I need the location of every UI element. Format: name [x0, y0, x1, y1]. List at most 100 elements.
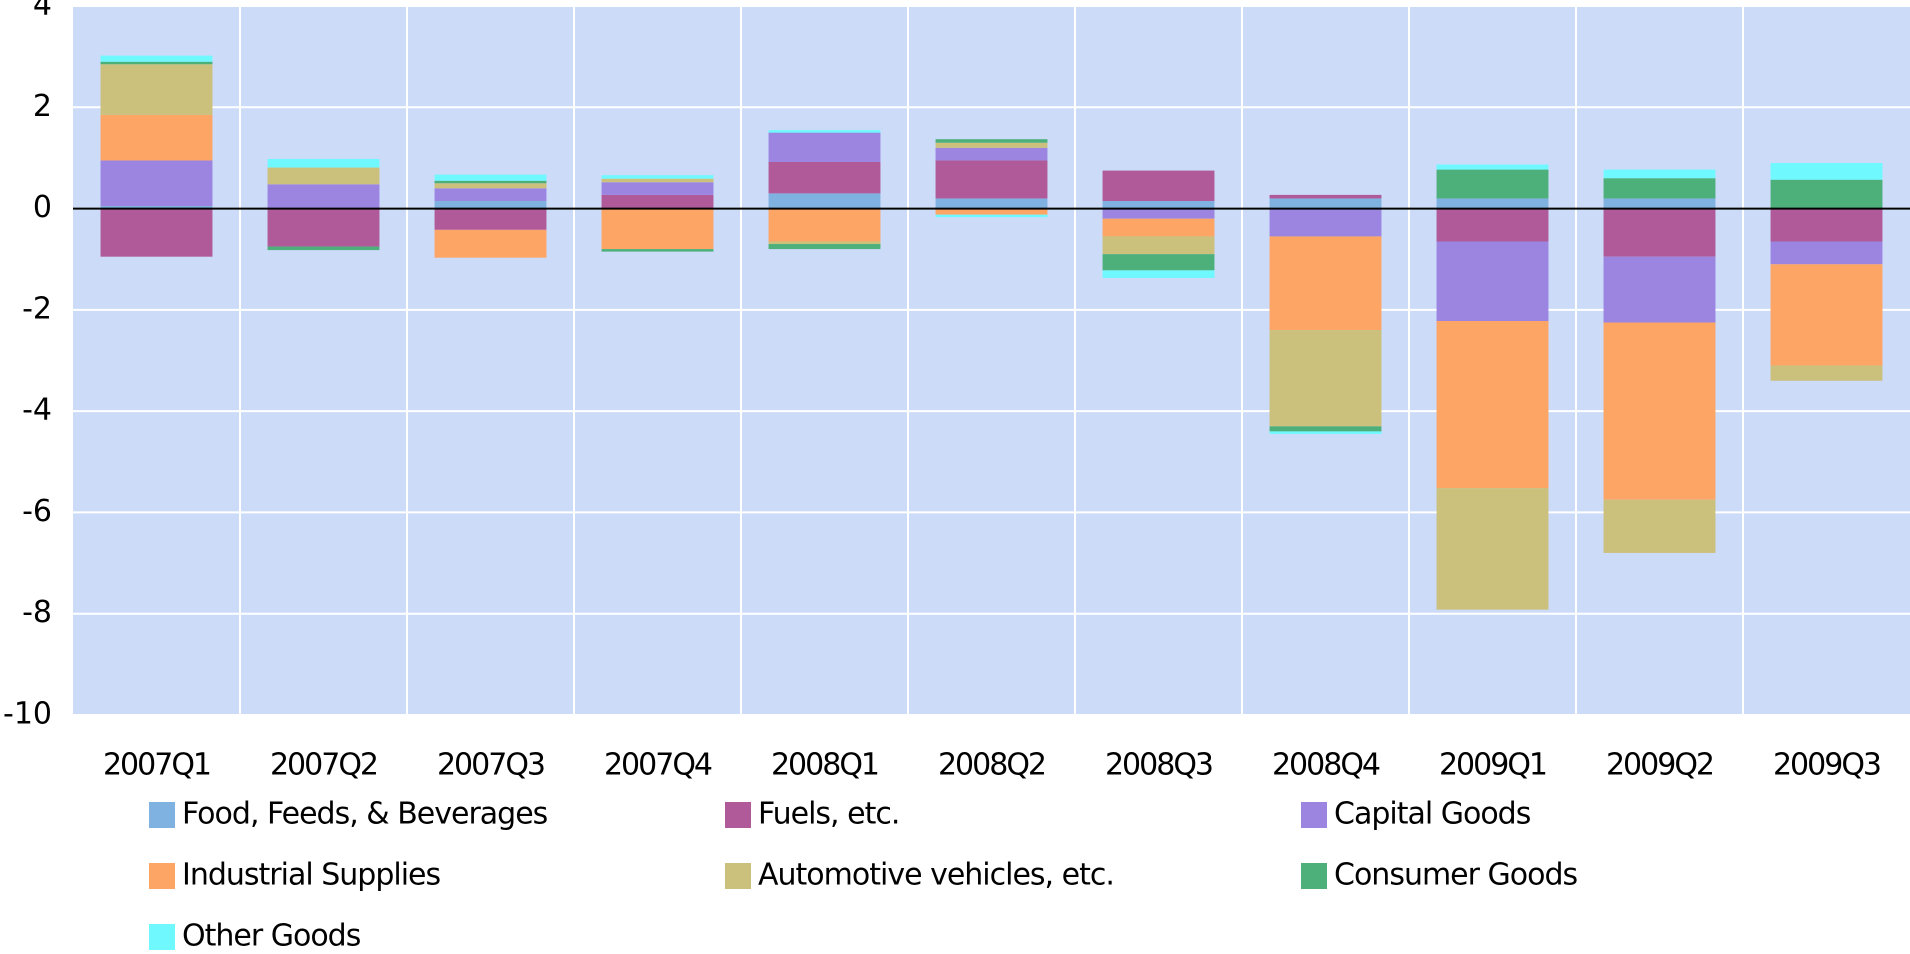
bar-segment: [434, 180, 547, 184]
bar-segment: [935, 147, 1048, 161]
bar-segment: [1436, 198, 1549, 209]
bar-segment: [100, 160, 213, 207]
bar-segment: [267, 184, 380, 209]
legend-label: Consumer Goods: [1334, 858, 1578, 893]
bar-segment: [1102, 254, 1215, 271]
bar-segment: [1102, 236, 1215, 255]
legend-label: Other Goods: [182, 919, 361, 954]
bar-segment: [935, 208, 1048, 215]
bar-segment: [1269, 236, 1382, 331]
y-tick-label: 4: [33, 0, 52, 23]
legend-swatch: [149, 863, 175, 889]
bar-segment: [768, 244, 881, 250]
legend-label: Capital Goods: [1334, 797, 1531, 832]
bar-segment: [1770, 208, 1883, 242]
bar-segment: [935, 139, 1048, 143]
bar-segment: [434, 200, 547, 209]
bar-segment: [1269, 194, 1382, 199]
bar-segment: [434, 208, 547, 230]
bar-segment: [100, 206, 213, 209]
bar-segment: [267, 167, 380, 185]
bar-segment: [1603, 322, 1716, 500]
bar-segment: [100, 114, 213, 161]
x-tick-label: 2007Q4: [604, 748, 712, 783]
bar-segment: [601, 178, 714, 183]
bar-segment: [1603, 256, 1716, 323]
bar-segment: [1436, 241, 1549, 321]
bar-segment: [1603, 178, 1716, 199]
bar-segment: [935, 160, 1048, 199]
bar-segment: [768, 130, 881, 133]
bar-segment: [100, 61, 213, 65]
bar-segment: [935, 198, 1048, 209]
bar-segment: [1770, 179, 1883, 209]
y-tick-label: -8: [22, 595, 52, 630]
bar-segment: [768, 193, 881, 209]
y-tick-label: -4: [22, 393, 52, 428]
bar-segment: [1102, 208, 1215, 219]
bar-segment: [768, 208, 881, 242]
bar-segment: [1770, 365, 1883, 381]
y-tick-label: 0: [33, 190, 52, 225]
x-tick-label: 2009Q1: [1439, 748, 1546, 783]
bar-segment: [267, 246, 380, 251]
bar-segment: [1603, 208, 1716, 257]
bar-segment: [1269, 208, 1382, 237]
x-tick-label: 2008Q4: [1272, 748, 1380, 783]
bar-segment: [935, 214, 1048, 218]
legend-label: Automotive vehicles, etc.: [758, 858, 1114, 893]
bar-segment: [1436, 208, 1549, 242]
legend-label: Fuels, etc.: [758, 797, 899, 832]
x-tick-label: 2007Q2: [270, 748, 377, 783]
x-tick-label: 2009Q2: [1606, 748, 1713, 783]
bar-segment: [434, 229, 547, 258]
bar-segment: [267, 208, 380, 247]
y-tick-label: -10: [3, 697, 52, 732]
y-tick-label: -6: [22, 494, 52, 529]
bar-segment: [768, 132, 881, 162]
bar-segment: [601, 249, 714, 252]
legend-swatch: [1301, 863, 1327, 889]
x-tick-label: 2009Q3: [1773, 748, 1880, 783]
bar-segment: [1436, 320, 1549, 489]
bar-segment: [1770, 162, 1883, 180]
legend-swatch: [149, 802, 175, 828]
x-tick-label: 2008Q3: [1105, 748, 1212, 783]
bar-segment: [434, 174, 547, 181]
bar-segment: [1603, 169, 1716, 179]
y-tick-label: -2: [22, 291, 52, 326]
x-tick-label: 2007Q3: [437, 748, 544, 783]
x-tick-label: 2007Q1: [103, 748, 210, 783]
x-tick-label: 2008Q1: [771, 748, 878, 783]
bar-segment: [1436, 169, 1549, 199]
bar-segment: [1269, 198, 1382, 209]
bar-segment: [1603, 198, 1716, 209]
bar-segment: [100, 55, 213, 62]
bar-segment: [1269, 426, 1382, 432]
bar-segment: [601, 175, 714, 179]
bar-segment: [434, 183, 547, 189]
legend-swatch: [725, 863, 751, 889]
bar-segment: [1269, 431, 1382, 434]
bar-segment: [434, 188, 547, 201]
bar-segment: [601, 208, 714, 250]
bar-segment: [100, 208, 213, 257]
legend-swatch: [725, 802, 751, 828]
bar-segment: [1102, 270, 1215, 278]
legend-swatch: [149, 924, 175, 950]
bar-segment: [1102, 218, 1215, 237]
y-tick-label: 2: [33, 89, 52, 124]
bar-segment: [601, 182, 714, 195]
legend-swatch: [1301, 802, 1327, 828]
bar-segment: [1770, 241, 1883, 265]
bar-segment: [935, 142, 1048, 148]
bar-segment: [1436, 488, 1549, 610]
bar-segment: [601, 194, 714, 209]
bar-segment: [1269, 330, 1382, 427]
bar-segment: [1102, 170, 1215, 201]
bar-segment: [267, 158, 380, 168]
legend-label: Food, Feeds, & Beverages: [182, 797, 548, 832]
bar-segment: [1102, 200, 1215, 209]
bar-segment: [768, 241, 881, 245]
